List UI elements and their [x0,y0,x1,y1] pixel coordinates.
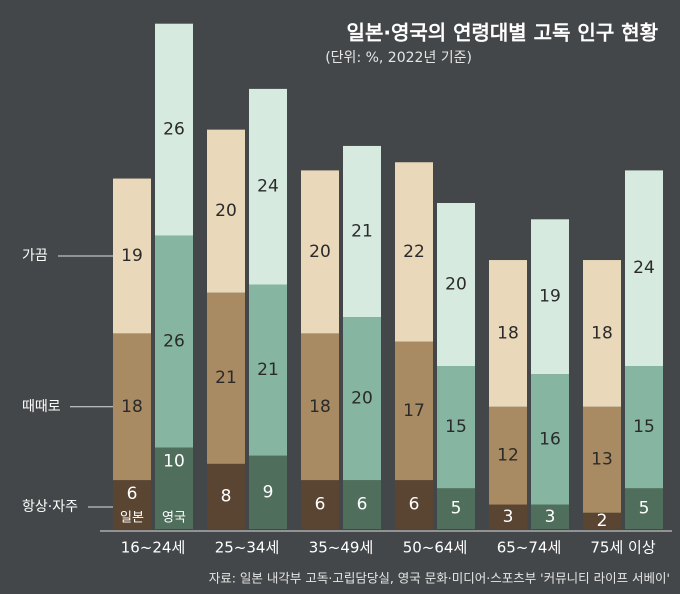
value-label: 18 [497,323,519,343]
bar-segment [207,129,245,293]
value-label: 19 [539,287,561,307]
value-label: 6 [315,495,326,515]
bar-segment [531,374,569,505]
bar-segment [437,366,475,489]
value-label: 2 [597,511,608,531]
value-label: 12 [497,446,519,466]
bar-segment [249,455,287,529]
value-label: 15 [445,417,467,437]
value-label: 18 [121,397,143,417]
value-label: 8 [221,486,232,506]
value-label: 3 [545,507,556,527]
value-label: 6 [409,495,420,515]
chart-subtitle: (단위: %, 2022년 기준) [325,50,472,66]
value-label: 24 [633,258,655,278]
bar-segment [437,488,475,529]
bar-segment [625,488,663,529]
value-label: 21 [351,222,373,242]
bar-segment [489,406,527,505]
value-label: 16 [539,429,561,449]
bar-segment [343,145,381,318]
bar-segment [531,219,569,375]
value-label: 6 [357,495,368,515]
bar-segment [531,504,569,529]
bar-segment [249,88,287,285]
value-label: 20 [351,389,373,409]
chart-title: 일본·영국의 연령대별 고독 인구 현황 [347,21,659,45]
value-label: 20 [309,242,331,262]
value-label: 6 [127,484,138,504]
value-label: 18 [309,397,331,417]
value-label: 21 [257,360,279,380]
value-label: 13 [591,450,613,470]
value-label: 19 [121,246,143,266]
level-label: 항상·자주 [22,499,78,515]
bar-segment [395,480,433,529]
value-label: 26 [163,332,185,352]
value-label: 20 [445,275,467,295]
bar-segment [207,292,245,464]
value-label: 20 [215,201,237,221]
x-tick-label: 75세 이상 [590,539,655,557]
bar-segment [113,333,151,481]
value-label: 21 [215,368,237,388]
value-label: 10 [163,452,185,472]
bar-segment [155,23,193,236]
group-label: 영국 [162,511,186,526]
bar-segment [489,260,527,407]
x-tick-label: 25~34세 [215,539,280,557]
bar-segment [583,406,621,513]
value-label: 5 [639,499,650,519]
bar-segment [301,170,339,334]
bar-segment [113,480,151,529]
bar-segment [207,463,245,529]
value-label: 18 [591,323,613,343]
x-tick-label: 50~64세 [403,539,468,557]
bar-segment [301,480,339,529]
bar-segment [395,162,433,342]
bar-segment [489,504,527,529]
bar-segment [625,366,663,489]
value-label: 22 [403,242,425,262]
bar-segment [155,235,193,448]
bar-segment [343,480,381,529]
bar-segment [583,260,621,407]
x-tick-label: 35~49세 [309,539,374,557]
bar-segment [155,447,193,529]
value-label: 17 [403,401,425,421]
value-label: 26 [163,120,185,140]
bar-segment [395,341,433,481]
x-tick-label: 65~74세 [497,539,562,557]
level-label: 가끔 [22,248,48,264]
source: 자료: 일본 내각부 고독·고립담당실, 영국 문화·미디어·스포츠부 '커뮤니… [209,571,670,586]
bar-segment [249,284,287,456]
bar-segment [583,512,621,529]
group-label: 일본 [120,511,144,526]
value-label: 3 [503,507,514,527]
value-label: 9 [263,482,274,502]
value-label: 24 [257,177,279,197]
bar-segment [343,317,381,481]
value-label: 5 [451,499,462,519]
x-tick-label: 16~24세 [121,539,186,557]
level-label: 때때로 [22,399,61,415]
bar-segment [437,203,475,366]
bar-segment [301,333,339,481]
bar-segment [625,170,663,366]
value-label: 15 [633,417,655,437]
bar-segment [113,178,151,334]
